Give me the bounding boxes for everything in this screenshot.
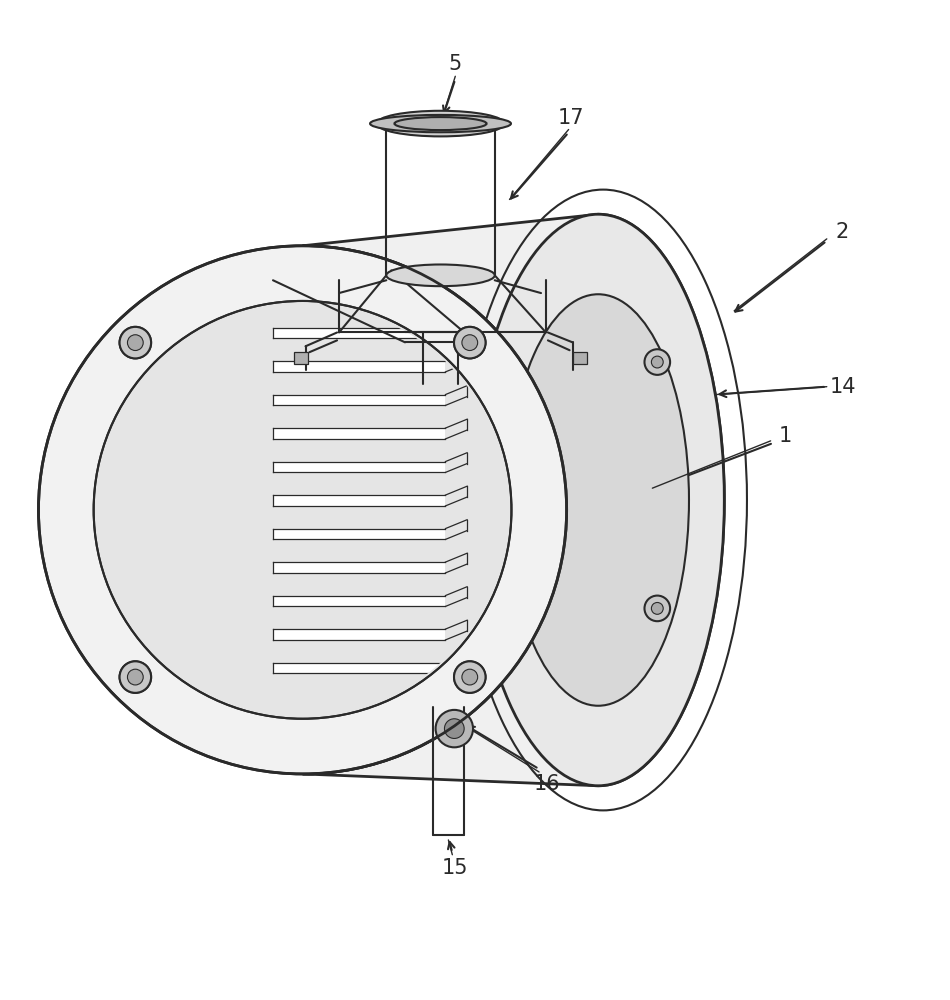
Polygon shape (273, 428, 446, 439)
Polygon shape (273, 529, 446, 539)
Circle shape (652, 602, 663, 614)
Circle shape (127, 335, 143, 351)
Ellipse shape (394, 117, 486, 130)
Polygon shape (302, 214, 724, 786)
Text: 1: 1 (779, 426, 792, 446)
Circle shape (454, 327, 485, 358)
Circle shape (454, 661, 485, 693)
Text: 17: 17 (558, 108, 584, 128)
Circle shape (462, 335, 478, 351)
Text: 10: 10 (74, 566, 101, 586)
Polygon shape (273, 328, 446, 338)
Ellipse shape (507, 294, 689, 706)
Circle shape (644, 596, 670, 621)
Text: 14: 14 (829, 377, 856, 397)
Ellipse shape (472, 214, 724, 786)
Circle shape (454, 661, 485, 693)
Text: 2: 2 (836, 222, 849, 242)
Circle shape (94, 301, 511, 719)
Text: 16: 16 (534, 774, 560, 794)
Text: 5: 5 (448, 54, 462, 74)
Circle shape (436, 710, 473, 747)
Circle shape (127, 669, 143, 685)
Polygon shape (273, 361, 446, 372)
Circle shape (644, 349, 670, 375)
Polygon shape (273, 562, 446, 573)
Circle shape (462, 669, 478, 685)
Circle shape (120, 661, 151, 693)
Circle shape (127, 335, 143, 351)
Circle shape (445, 719, 465, 738)
Polygon shape (273, 596, 446, 606)
Polygon shape (273, 462, 446, 472)
Polygon shape (273, 663, 446, 673)
Circle shape (39, 246, 566, 774)
Circle shape (454, 327, 485, 358)
Circle shape (127, 669, 143, 685)
Circle shape (652, 356, 663, 368)
Circle shape (462, 669, 478, 685)
Bar (294, 352, 309, 364)
Bar (573, 352, 587, 364)
Polygon shape (273, 495, 446, 506)
Circle shape (462, 335, 478, 351)
Circle shape (120, 327, 151, 358)
Text: 15: 15 (442, 858, 468, 878)
Polygon shape (273, 395, 446, 405)
Ellipse shape (370, 115, 511, 132)
Ellipse shape (387, 264, 495, 286)
Polygon shape (273, 629, 446, 640)
Ellipse shape (376, 111, 504, 136)
Circle shape (120, 327, 151, 358)
Circle shape (120, 661, 151, 693)
